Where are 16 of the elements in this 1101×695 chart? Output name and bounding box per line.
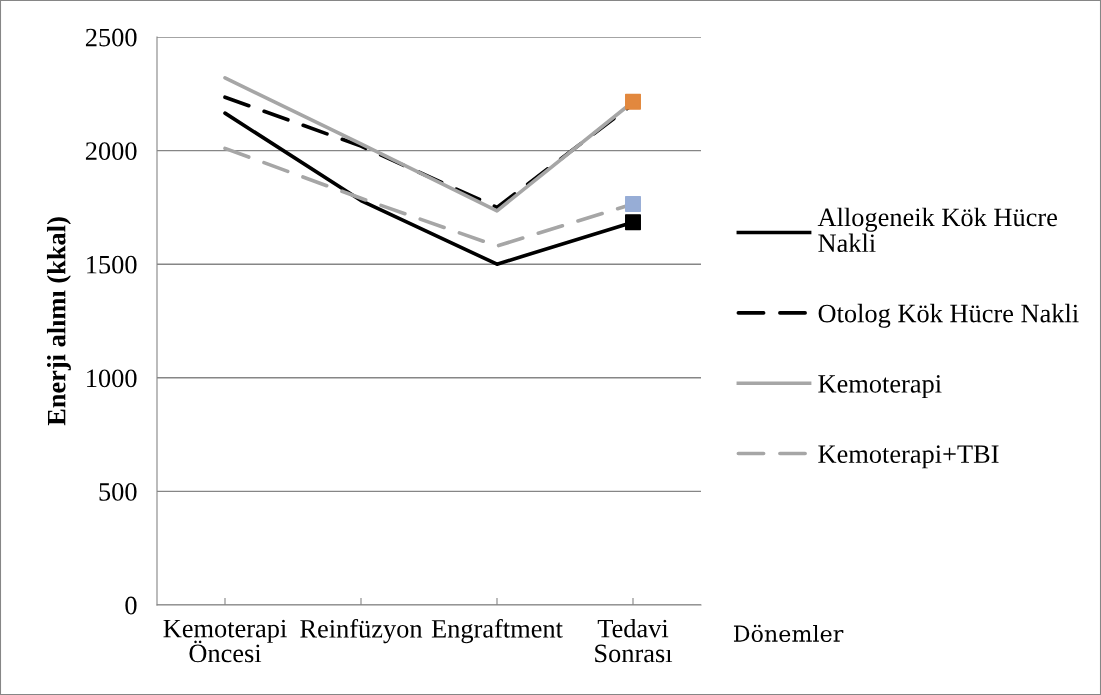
legend-label: Allogeneik Kök Hücre Nakli xyxy=(817,207,1057,253)
y-tick-label: 2500 xyxy=(85,28,137,47)
legend-label: Kemoterapi xyxy=(818,375,942,399)
legend-label: Otolog Kök Hücre Nakli xyxy=(818,303,1079,328)
y-tick-label: 1500 xyxy=(87,255,137,274)
x-tick-label: Tedavi Sonrası xyxy=(595,618,673,663)
y-tick-label: 0 xyxy=(125,596,137,615)
y-tick-label: 500 xyxy=(99,483,137,501)
y-tick-label: 2000 xyxy=(85,142,137,161)
y-axis-title: Enerji alımı (kkal) xyxy=(46,217,71,426)
legend-label: Kemoterapi+TBI xyxy=(818,445,999,469)
x-tick-label: Engraftment xyxy=(431,618,563,644)
x-tick-label: Kemoterapi Öncesi xyxy=(163,619,287,663)
x-axis-title: Dönemler xyxy=(733,624,844,643)
x-tick-label: Reinfüzyon xyxy=(300,618,423,644)
y-tick-label: 1000 xyxy=(87,369,137,388)
